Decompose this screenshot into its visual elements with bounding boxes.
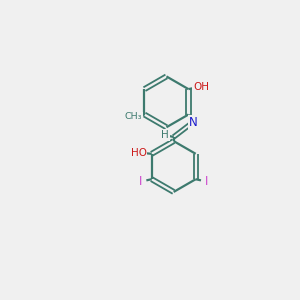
Text: HO: HO [130, 148, 146, 158]
Text: OH: OH [193, 82, 209, 92]
Text: I: I [139, 175, 142, 188]
Text: H: H [161, 130, 169, 140]
Text: CH₃: CH₃ [124, 112, 142, 121]
Text: N: N [189, 116, 197, 129]
Text: I: I [205, 175, 208, 188]
